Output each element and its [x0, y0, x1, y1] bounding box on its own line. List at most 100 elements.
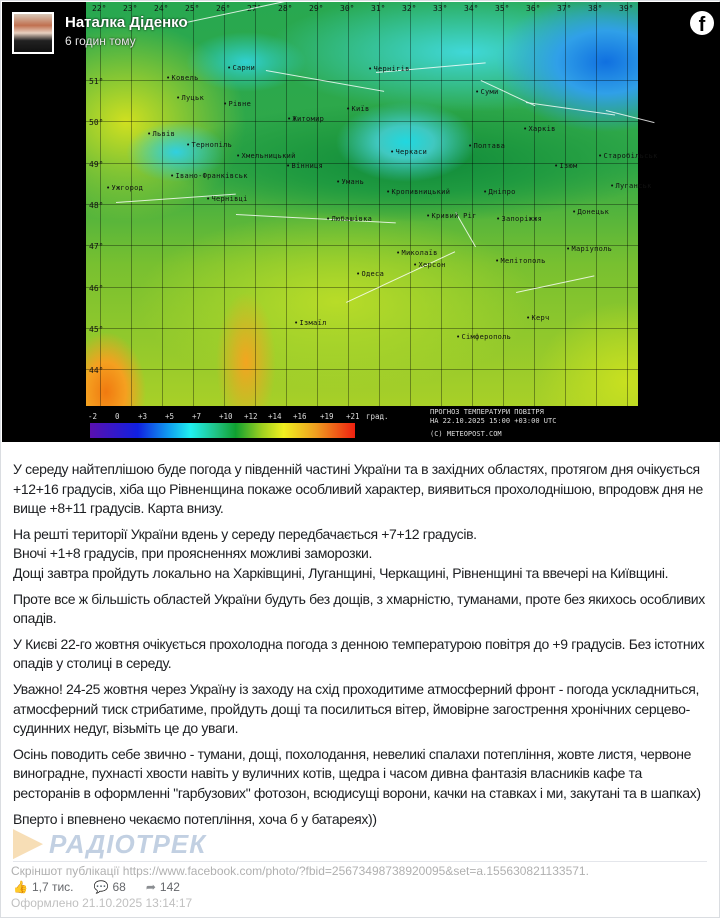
forecast-time: НА 22.10.2025 15:00 +03:00 UTC: [430, 417, 557, 425]
longitude-label: 28°: [278, 4, 293, 13]
grid-line: [565, 2, 566, 406]
longitude-label: 32°: [402, 4, 417, 13]
grid-line: [86, 203, 638, 205]
reactions-bar: 👍 1,7 тис. 💬 68 ➦ 142: [13, 880, 707, 895]
grid-line: [596, 2, 597, 406]
legend-label: 0: [115, 412, 120, 421]
grid-line: [410, 2, 411, 406]
legend-unit: град.: [366, 412, 389, 421]
city-label: Житомир: [287, 115, 324, 123]
latitude-label: 51°: [89, 77, 104, 86]
border-line: [525, 102, 616, 116]
latitude-label: 49°: [89, 159, 104, 169]
grid-line: [162, 2, 163, 406]
city-label: Ізмаїл: [294, 319, 327, 327]
longitude-label: 34°: [464, 4, 479, 13]
legend-label: +10: [219, 412, 233, 421]
city-label: Чернівці: [206, 195, 248, 203]
grid-line: [472, 2, 473, 406]
grid-line: [441, 2, 442, 406]
facebook-icon: f: [690, 11, 714, 35]
city-label: Кривий Ріг: [426, 212, 477, 220]
city-label: Донецьк: [572, 208, 609, 216]
longitude-label: 36°: [526, 4, 541, 13]
paragraph: У Києві 22-го жовтня очікується прохолод…: [13, 635, 705, 672]
comments-value: 68: [112, 880, 126, 895]
grid-line: [503, 2, 504, 406]
legend-label: +3: [138, 412, 148, 421]
city-label: Ковель: [166, 74, 199, 82]
longitude-label: 22°: [92, 4, 107, 13]
post-time[interactable]: 6 годин тому: [65, 34, 136, 48]
grid-line: [86, 121, 638, 123]
post-text: У середу найтеплішою буде погода у півде…: [13, 460, 711, 829]
legend-label: +12: [244, 412, 258, 421]
grid-line: [348, 2, 349, 406]
watermark-row: РАДІОТРЕК: [13, 829, 707, 860]
city-label: Луганськ: [610, 182, 652, 190]
grid-line: [100, 2, 101, 406]
shares-count[interactable]: ➦ 142: [146, 880, 180, 895]
latitude-label: 50°: [89, 118, 104, 128]
paragraph: Проте все ж більшість областей України б…: [13, 590, 705, 627]
grid-line: [131, 2, 132, 406]
legend-label: +14: [268, 412, 282, 421]
temperature-map: 22° 23° 24° 25° 26° 27° 28° 29° 30° 31° 32° 33° 34° 3…: [86, 2, 657, 406]
likes-count[interactable]: 👍 1,7 тис.: [13, 880, 74, 895]
grid-line: [86, 245, 638, 247]
grid-line: [379, 2, 380, 406]
legend-label: -2: [88, 412, 98, 421]
city-label: Харків: [523, 125, 556, 133]
border-line: [516, 275, 595, 293]
paragraph: На решті території України вдень у серед…: [13, 525, 477, 542]
post-photo[interactable]: 22° 23° 24° 25° 26° 27° 28° 29° 30° 31° 32° 33° 34° 3…: [2, 2, 720, 442]
grid-line: [317, 2, 318, 406]
paragraph: Вночі +1+8 градусів, при проясненнях мож…: [13, 545, 373, 562]
like-icon: 👍: [13, 880, 28, 895]
city-label: Ізюм: [554, 162, 578, 170]
latitude-label: 45°: [89, 324, 104, 334]
author-name[interactable]: Наталка Діденко: [65, 14, 188, 31]
city-label: Мелітополь: [495, 257, 546, 265]
grid-line: [255, 2, 256, 406]
city-label: Чернігів: [368, 65, 410, 73]
longitude-label: 38°: [588, 4, 603, 13]
screenshot-source: Скріншот публікації https://www.facebook…: [11, 864, 589, 879]
city-label: Умань: [336, 178, 364, 186]
longitude-label: 27°: [247, 4, 262, 13]
avatar[interactable]: [12, 12, 54, 54]
city-label: Одеса: [356, 270, 384, 278]
forecast-caption: ПРОГНОЗ ТЕМПЕРАТУРИ ПОВІТРЯ НА 22.10.202…: [430, 408, 556, 426]
paragraph: У середу найтеплішою буде погода у півде…: [13, 461, 703, 517]
city-label: Івано-Франківськ: [170, 172, 248, 180]
comments-count[interactable]: 💬 68: [94, 880, 126, 895]
latitude-label: 46°: [89, 283, 104, 293]
grid-line: [193, 2, 194, 406]
city-label: Львів: [147, 130, 175, 138]
grid-line: [627, 2, 628, 406]
city-label: Хмельницький: [236, 152, 296, 160]
paragraph: Уважно! 24-25 жовтня через Україну із за…: [13, 680, 700, 737]
city-label: Луцьк: [176, 94, 204, 102]
city-label: Вінниця: [286, 162, 323, 170]
grid-line: [86, 369, 638, 371]
city-label: Старобільськ: [598, 152, 658, 160]
divider: [13, 861, 707, 863]
city-label: Ужгород: [106, 184, 143, 192]
longitude-label: 23°: [123, 4, 138, 13]
longitude-label: 24°: [154, 4, 169, 13]
city-label: Сімферополь: [456, 333, 511, 341]
city-label: Рівне: [223, 100, 251, 108]
grid-line: [286, 2, 287, 406]
watermark: РАДІОТРЕК: [49, 829, 207, 860]
longitude-label: 25°: [185, 4, 200, 13]
latitude-label: 48°: [89, 200, 104, 210]
city-label: Київ: [346, 105, 370, 113]
grid-line: [86, 80, 638, 81]
grid-line: [86, 327, 638, 329]
longitude-label: 39°: [619, 4, 634, 13]
city-label: Дніпро: [483, 188, 516, 196]
map-copyright: (C) METEOPOST.COM: [430, 430, 502, 438]
grid-line: [534, 2, 535, 406]
